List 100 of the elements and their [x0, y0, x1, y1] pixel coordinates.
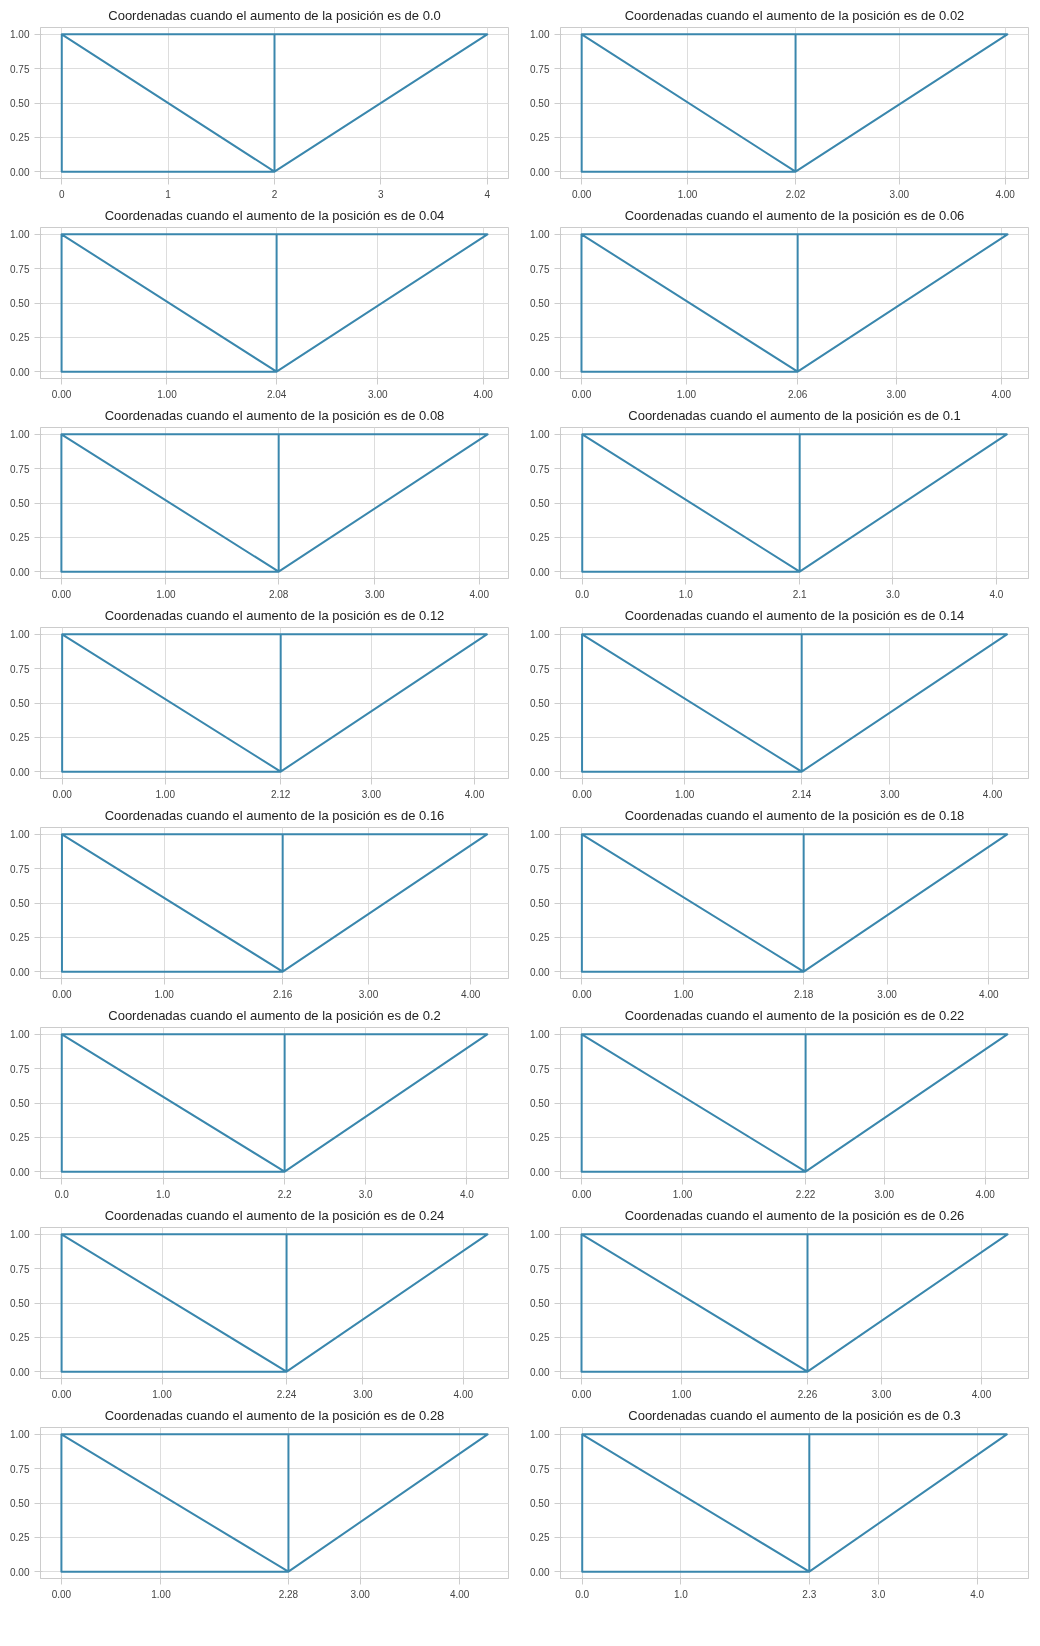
y-tick-label: 0.50 — [10, 1098, 30, 1109]
x-tick-label: 1.00 — [676, 388, 697, 400]
x-tick-label: 2.24 — [276, 1388, 297, 1400]
y-tick-label: 0.75 — [530, 863, 550, 875]
chart-title: Coordenadas cuando el aumento de la posición es de 0.18 — [624, 807, 965, 823]
chart-title: Coordenadas cuando el aumento de la posición es de 0.22 — [624, 1007, 965, 1023]
chart-title: Coordenadas cuando el aumento de la posición es de 0.0 — [108, 7, 441, 23]
x-tick-label: 0.00 — [51, 588, 72, 600]
x-tick-label: 2.28 — [278, 1588, 299, 1600]
x-tick-label: 0.00 — [571, 388, 592, 400]
y-tick-label: 0.00 — [10, 966, 30, 978]
x-tick-label: 0.00 — [571, 1188, 592, 1200]
x-tick-label: 4 — [484, 188, 491, 200]
y-tick-label: 0.25 — [10, 132, 30, 144]
y-tick-label: 0.25 — [10, 332, 30, 344]
x-tick-label: 4.0 — [460, 1188, 475, 1200]
x-tick-label: 2.12 — [270, 788, 291, 800]
y-tick-label: 0.00 — [10, 566, 30, 578]
x-tick-label: 3.00 — [877, 988, 898, 1000]
y-tick-label: 0.75 — [530, 1063, 550, 1075]
y-tick-label: 1.00 — [10, 829, 30, 841]
y-tick-label: 0.75 — [530, 1463, 550, 1475]
y-tick-label: 0.00 — [530, 366, 550, 378]
y-tick-label: 1.00 — [10, 629, 30, 641]
chart-title: Coordenadas cuando el aumento de la posición es de 0.3 — [628, 1407, 961, 1423]
x-tick-label: 2.16 — [272, 988, 293, 1000]
y-tick-label: 1.00 — [530, 629, 550, 641]
x-tick-label: 0.00 — [51, 388, 72, 400]
x-tick-label: 4.00 — [464, 788, 485, 800]
y-tick-label: 0.50 — [530, 1298, 550, 1309]
x-tick-label: 3.00 — [880, 788, 901, 800]
x-tick-label: 3.00 — [365, 588, 385, 600]
x-tick-label: 0.0 — [54, 1188, 70, 1200]
x-tick-label: 0 — [58, 188, 65, 200]
x-tick-label: 4.00 — [982, 788, 1003, 800]
x-tick-label: 3.00 — [361, 788, 382, 800]
x-tick-label: 2.22 — [795, 1188, 816, 1200]
y-tick-label: 1.00 — [10, 229, 30, 241]
x-tick-label: 3.00 — [350, 1588, 371, 1600]
chart-title: Coordenadas cuando el aumento de la posición es de 0.12 — [104, 607, 445, 623]
y-tick-label: 1.00 — [530, 229, 550, 241]
chart-title: Coordenadas cuando el aumento de la posición es de 0.08 — [104, 407, 445, 423]
y-tick-label: 0.00 — [530, 966, 550, 978]
y-tick-label: 0.50 — [530, 1098, 550, 1109]
x-tick-label: 1.00 — [671, 1388, 692, 1400]
x-tick-label: 0.0 — [575, 588, 590, 600]
y-tick-label: 0.25 — [530, 932, 550, 944]
y-tick-label: 0.50 — [10, 1498, 30, 1509]
chart-title: Coordenadas cuando el aumento de la posición es de 0.28 — [104, 1407, 445, 1423]
chart-title: Coordenadas cuando el aumento de la posición es de 0.24 — [104, 1207, 445, 1223]
y-tick-label: 1.00 — [10, 29, 30, 41]
x-tick-label: 2.06 — [787, 388, 808, 400]
x-tick-label: 1.0 — [674, 1588, 689, 1600]
x-tick-label: 1.00 — [674, 788, 695, 800]
y-tick-label: 0.00 — [10, 1166, 30, 1178]
y-tick-label: 0.75 — [10, 463, 30, 475]
x-tick-label: 1.00 — [156, 588, 177, 600]
y-tick-label: 1.00 — [10, 1429, 30, 1441]
y-tick-label: 0.75 — [530, 463, 550, 475]
y-tick-label: 0.00 — [530, 166, 550, 178]
y-tick-label: 0.50 — [10, 698, 30, 709]
y-tick-label: 0.50 — [530, 698, 550, 709]
x-tick-label: 3.00 — [874, 1188, 895, 1200]
x-tick-label: 3.00 — [353, 1388, 374, 1400]
y-tick-label: 0.25 — [530, 132, 550, 144]
y-tick-label: 0.75 — [10, 663, 30, 675]
x-tick-label: 0.00 — [51, 1388, 72, 1400]
y-tick-label: 0.50 — [530, 298, 550, 309]
y-tick-label: 0.50 — [10, 98, 30, 109]
x-tick-label: 2.02 — [785, 188, 806, 200]
x-tick-label: 0.00 — [52, 788, 73, 800]
y-tick-label: 1.00 — [530, 429, 550, 441]
x-tick-label: 4.00 — [453, 1388, 474, 1400]
x-tick-label: 1.00 — [155, 788, 176, 800]
y-tick-label: 0.50 — [10, 298, 30, 309]
x-tick-label: 0.00 — [571, 188, 592, 200]
y-tick-label: 1.00 — [530, 1029, 550, 1041]
x-tick-label: 4.0 — [989, 588, 1004, 600]
y-tick-label: 0.25 — [530, 732, 550, 744]
x-tick-label: 3.00 — [358, 988, 379, 1000]
x-tick-label: 1.00 — [154, 988, 175, 1000]
chart-title: Coordenadas cuando el aumento de la posición es de 0.04 — [104, 207, 445, 223]
x-tick-label: 1 — [165, 188, 172, 200]
y-tick-label: 0.75 — [10, 263, 30, 275]
y-tick-label: 0.50 — [530, 898, 550, 909]
x-tick-label: 0.00 — [571, 1388, 592, 1400]
x-tick-label: 3.0 — [358, 1188, 374, 1200]
x-tick-label: 3.00 — [368, 388, 388, 400]
x-tick-label: 1.00 — [152, 1388, 173, 1400]
x-tick-label: 2.3 — [802, 1588, 817, 1600]
y-tick-label: 0.25 — [530, 1532, 550, 1544]
x-tick-label: 4.0 — [970, 1588, 985, 1600]
chart-title: Coordenadas cuando el aumento de la posición es de 0.26 — [624, 1207, 965, 1223]
x-tick-label: 1.00 — [151, 1588, 172, 1600]
chart-title: Coordenadas cuando el aumento de la posición es de 0.16 — [104, 807, 445, 823]
y-tick-label: 0.75 — [10, 63, 30, 75]
y-tick-label: 0.25 — [530, 532, 550, 544]
y-tick-label: 0.00 — [10, 1366, 30, 1378]
y-tick-label: 1.00 — [10, 1229, 30, 1241]
x-tick-label: 1.00 — [673, 988, 694, 1000]
